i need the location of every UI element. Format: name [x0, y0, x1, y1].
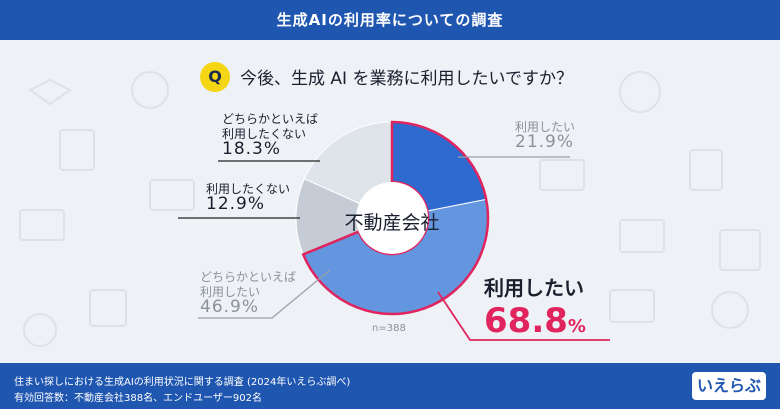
footer-respondents: 有効回答数：不動産会社388名、エンドユーザー902名: [14, 393, 262, 404]
question-badge: Q: [200, 62, 230, 92]
label-percent: 18.3%: [222, 139, 282, 159]
card-icon: [149, 179, 195, 211]
chart-stage: [0, 40, 780, 363]
page-title: 生成AIの利用率についての調査: [276, 11, 504, 29]
map-icon: [719, 229, 761, 271]
label-percent: 46.9%: [200, 297, 260, 317]
highlight-value: 68.8: [484, 301, 568, 341]
sample-size: n=388: [372, 323, 406, 334]
label-text: どちらかといえば: [200, 270, 297, 284]
bulb-icon: [711, 291, 749, 329]
highlight-text: 利用したい: [484, 276, 584, 300]
laptop-icon: [19, 209, 65, 241]
document-icon: [689, 149, 723, 191]
label-rather-dont: どちらかといえば 利用したくない 18.3%: [222, 112, 319, 159]
brand-logo: いえらぶ: [692, 372, 766, 400]
footer: 住まい探しにおける生成AIの利用状況に関する調査 (2024年いえらぶ調べ) 有…: [0, 363, 780, 409]
background-icons: [19, 71, 761, 347]
document-icon: [59, 129, 95, 171]
clock-icon: [23, 313, 57, 347]
label-text: 利用したい: [515, 120, 576, 134]
highlight-label: 利用したい 68.8%: [484, 272, 586, 341]
handshake-icon: [28, 78, 72, 106]
globe-icon: [131, 71, 169, 109]
footer-source: 住まい探しにおける生成AIの利用状況に関する調査 (2024年いえらぶ調べ): [14, 377, 351, 388]
label-percent: 12.9%: [206, 194, 266, 214]
highlight-percent: 68.8%: [484, 301, 586, 341]
label-dont-want: 利用したくない 12.9%: [206, 182, 291, 214]
highlight-unit: %: [567, 316, 586, 337]
highlight-leader-line: [437, 291, 610, 341]
label-text: 利用したくない: [206, 182, 291, 196]
label-text: 利用したくない: [222, 127, 307, 141]
label-text: 利用したい: [200, 285, 261, 299]
label-rather-want: どちらかといえば 利用したい 46.9%: [200, 270, 297, 317]
card-icon: [539, 159, 585, 191]
header-bar: 生成AIの利用率についての調査: [0, 0, 780, 40]
book-icon: [609, 289, 655, 323]
pie-slice-2: [295, 178, 394, 256]
label-want: 利用したい 21.9%: [515, 120, 576, 152]
donut-hole: [356, 182, 428, 254]
label-percent: 21.9%: [515, 132, 575, 152]
center-label: 不動産会社: [344, 212, 440, 234]
label-text: どちらかといえば: [222, 112, 319, 126]
video-icon: [619, 219, 665, 253]
leader-line: [198, 269, 331, 319]
calendar-icon: [89, 289, 127, 327]
globe-icon: [619, 71, 661, 113]
question-text: 今後、生成 AI を業務に利用したいですか？: [240, 69, 573, 89]
